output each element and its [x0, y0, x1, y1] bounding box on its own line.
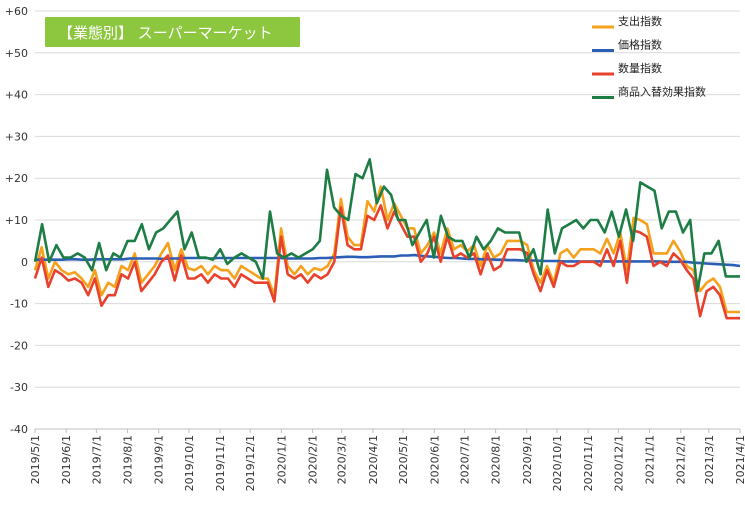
y-tick-label: -40: [10, 423, 28, 436]
x-tick-label: 2019/6/1: [60, 435, 73, 484]
series-lines: [33, 158, 741, 320]
y-tick-label: +30: [5, 130, 28, 143]
x-tick-label: 2019/11/1: [214, 435, 227, 491]
y-tick-label: +10: [5, 214, 28, 227]
x-tick-label: 2020/12/1: [612, 435, 625, 491]
series-line-2: [35, 253, 741, 268]
x-tick-label: 2021/1/1: [643, 435, 656, 484]
x-tick-label: 2021/3/1: [703, 435, 716, 484]
y-tick-label: 0: [21, 256, 28, 269]
x-tick-label: 2019/8/1: [122, 435, 135, 484]
x-tick-label: 2020/8/1: [490, 435, 503, 484]
series-line-1: [33, 185, 740, 314]
x-tick-label: 2020/7/1: [458, 435, 471, 484]
x-tick-label: 2020/3/1: [336, 435, 349, 484]
x-tick-label: 2019/7/1: [90, 435, 103, 484]
title-badge-background: [45, 17, 300, 47]
x-tick-label: 2019/9/1: [153, 435, 166, 484]
y-tick-label: -20: [10, 339, 28, 352]
x-tick-label: 2020/4/1: [367, 435, 380, 484]
x-tick-label: 2021/2/1: [675, 435, 688, 484]
series-line-4: [33, 158, 740, 293]
y-tick-label: +60: [5, 5, 28, 18]
legend-label-3: 数量指数: [618, 61, 662, 75]
title-badge: 【業態別】 スーパーマーケット: [45, 17, 300, 47]
x-tick-label: 2021/4/1: [734, 435, 745, 484]
y-tick-label: -30: [10, 381, 28, 394]
x-tick-label: 2020/1/1: [275, 435, 288, 484]
x-tick-label: 2020/5/1: [397, 435, 410, 484]
x-axis-ticks: 2019/5/1 2019/6/1 2019/7/1 2019/8/1 2019/9/1…: [29, 429, 745, 491]
legend-label-4: 商品入替効果指数: [618, 85, 706, 99]
legend-label-2: 価格指数: [618, 38, 662, 52]
x-tick-label: 2020/10/1: [551, 435, 564, 491]
x-tick-label: 2020/2/1: [307, 435, 320, 484]
legend-label-1: 支出指数: [618, 14, 662, 28]
x-tick-label: 2020/9/1: [521, 435, 534, 484]
x-tick-label: 2019/12/1: [244, 435, 257, 491]
series-line-3: [33, 204, 740, 320]
x-tick-label: 2019/10/1: [183, 435, 196, 491]
x-tick-label: 2019/5/1: [29, 435, 42, 484]
y-axis-ticks: -40 -30 -20 -10 0 +10 +20 +30 +40 +50 +60: [5, 5, 28, 436]
y-tick-label: +20: [5, 172, 28, 185]
y-tick-label: +40: [5, 89, 28, 102]
y-tick-label: -10: [10, 298, 28, 311]
x-tick-label: 2020/6/1: [428, 435, 441, 484]
y-tick-label: +50: [5, 47, 28, 60]
x-tick-label: 2020/11/1: [582, 435, 595, 491]
chart-title: 【業態別】 スーパーマーケット: [58, 24, 273, 42]
